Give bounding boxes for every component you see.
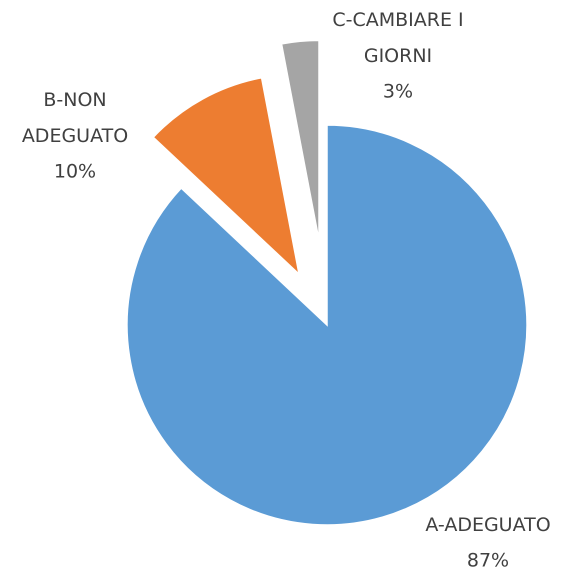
slice-category-label: A-ADEGUATO <box>425 514 550 536</box>
slice-value-label: 10% <box>54 161 96 183</box>
label-line: B-NON <box>43 89 106 111</box>
label-line: ADEGUATO <box>22 125 128 147</box>
slice-category-label: B-NON ADEGUATO <box>22 89 128 147</box>
slice-category-label: C-CAMBIARE I GIORNI <box>332 9 463 67</box>
label-line: A-ADEGUATO <box>425 514 550 536</box>
label-line: GIORNI <box>364 45 432 67</box>
slice-value-label: 3% <box>383 81 413 103</box>
label-line: C-CAMBIARE I <box>332 9 463 31</box>
pie-slice <box>126 124 528 526</box>
pie-slice <box>280 39 320 241</box>
pie-slice <box>152 76 301 277</box>
slice-value-label: 87% <box>467 550 509 572</box>
